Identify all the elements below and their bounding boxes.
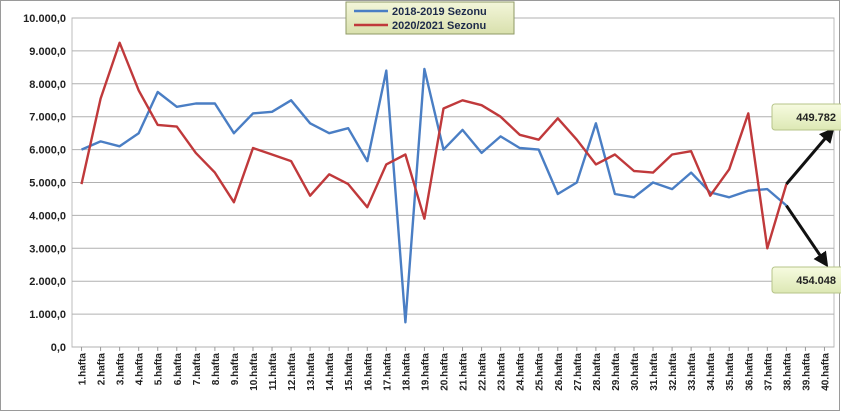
x-tick-label: 27.hafta bbox=[573, 353, 584, 391]
x-tick-label: 1.hafta bbox=[78, 353, 89, 386]
y-tick-label: 7.000,0 bbox=[29, 112, 66, 124]
y-tick-label: 4.000,0 bbox=[29, 210, 66, 222]
y-tick-label: 3.000,0 bbox=[29, 243, 66, 255]
y-tick-label: 2.000,0 bbox=[29, 276, 66, 288]
x-tick-label: 16.hafta bbox=[363, 353, 374, 391]
y-tick-label: 8.000,0 bbox=[29, 79, 66, 91]
legend-box bbox=[345, 1, 515, 35]
x-tick-label: 17.hafta bbox=[382, 353, 393, 391]
x-tick-label: 30.hafta bbox=[630, 353, 641, 391]
callout-down: 454.048 bbox=[771, 266, 841, 294]
callout-up-label: 449.782 bbox=[796, 112, 836, 124]
x-tick-label: 9.hafta bbox=[230, 353, 241, 386]
callout-up: 449.782 bbox=[771, 103, 841, 131]
y-tick-label: 10.000,0 bbox=[23, 13, 66, 25]
x-tick-label: 25.hafta bbox=[535, 353, 546, 391]
x-tick-label: 13.hafta bbox=[306, 353, 317, 391]
x-tick-label: 35.hafta bbox=[725, 353, 736, 391]
x-tick-label: 31.hafta bbox=[649, 353, 660, 391]
series-line-1 bbox=[81, 67, 788, 324]
x-tick-label: 23.hafta bbox=[497, 353, 508, 391]
x-tick-label: 36.hafta bbox=[744, 353, 755, 391]
legend-label-1: 2018-2019 Sezonu bbox=[392, 6, 487, 18]
x-tick-label: 10.hafta bbox=[249, 353, 260, 391]
x-tick-label: 7.hafta bbox=[192, 353, 203, 386]
legend-label-2: 2020/2021 Sezonu bbox=[392, 20, 486, 32]
x-tick-label: 14.hafta bbox=[325, 353, 336, 391]
x-tick-label: 22.hafta bbox=[478, 353, 489, 391]
x-tick-label: 39.hafta bbox=[801, 353, 812, 391]
x-tick-label: 32.hafta bbox=[668, 353, 679, 391]
x-tick-label: 24.hafta bbox=[516, 353, 527, 391]
series-line-2 bbox=[80, 41, 788, 250]
x-tick-label: 20.hafta bbox=[439, 353, 450, 391]
x-tick-label: 12.hafta bbox=[287, 353, 298, 391]
x-tick-label: 40.hafta bbox=[820, 353, 831, 391]
x-tick-label: 15.hafta bbox=[344, 353, 355, 391]
y-tick-label: 5.000,0 bbox=[29, 178, 66, 190]
y-tick-label: 9.000,0 bbox=[29, 46, 66, 58]
x-tick-label: 29.hafta bbox=[611, 353, 622, 391]
callout-down-label: 454.048 bbox=[796, 275, 836, 287]
x-tick-label: 33.hafta bbox=[687, 353, 698, 391]
x-tick-label: 18.hafta bbox=[401, 353, 412, 391]
x-tick-label: 37.hafta bbox=[763, 353, 774, 391]
y-tick-label: 0,0 bbox=[51, 342, 66, 354]
x-tick-label: 34.hafta bbox=[706, 353, 717, 391]
y-tick-label: 1.000,0 bbox=[29, 309, 66, 321]
x-tick-label: 26.hafta bbox=[554, 353, 565, 391]
x-tick-label: 28.hafta bbox=[592, 353, 603, 391]
x-tick-label: 2.hafta bbox=[97, 353, 108, 386]
x-tick-label: 6.hafta bbox=[173, 353, 184, 386]
y-tick-label: 6.000,0 bbox=[29, 145, 66, 157]
x-tick-label: 4.hafta bbox=[135, 353, 146, 386]
arrow-up-annotation bbox=[785, 127, 835, 186]
x-tick-label: 8.hafta bbox=[211, 353, 222, 386]
x-tick-label: 3.hafta bbox=[116, 353, 127, 386]
x-tick-label: 19.hafta bbox=[420, 353, 431, 391]
arrow-down-annotation bbox=[785, 204, 829, 268]
x-tick-label: 38.hafta bbox=[782, 353, 793, 391]
x-tick-label: 21.hafta bbox=[459, 353, 470, 391]
x-tick-label: 11.hafta bbox=[268, 353, 279, 391]
x-tick-label: 5.hafta bbox=[154, 353, 165, 386]
